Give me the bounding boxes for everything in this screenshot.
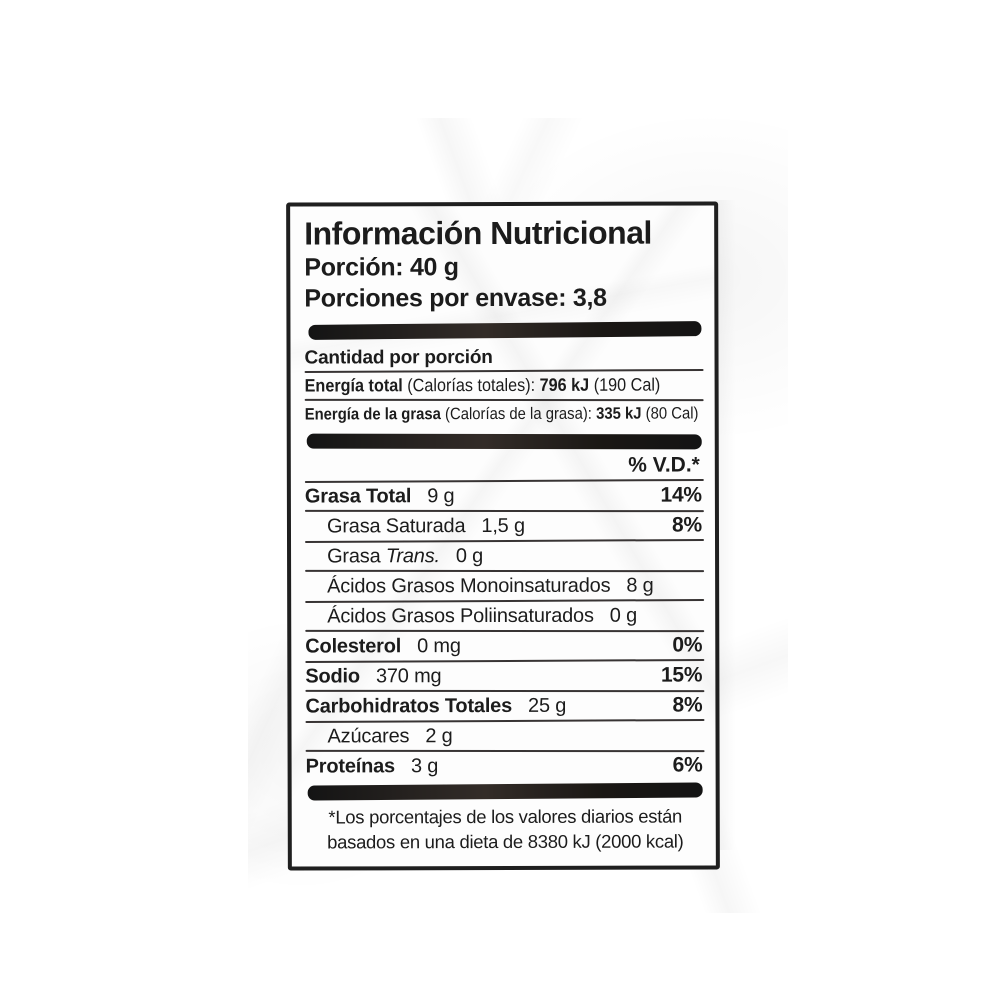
nutrient-name: Ácidos Grasos Poliinsaturados (327, 604, 594, 627)
nutrient-row: Azúcares 2 g (305, 721, 704, 750)
nutrient-row: Ácidos Grasos Monoinsaturados 8 g (305, 571, 704, 600)
nutrient-name: Proteínas (305, 754, 395, 778)
energy-total-label: Energía total (304, 375, 403, 396)
thick-divider-bar (307, 782, 703, 801)
thick-divider-bar (308, 321, 702, 340)
nutrient-value: 0 mg (417, 634, 461, 657)
daily-value-header: % V.D.* (628, 453, 700, 477)
nutrient-percent: 8% (671, 513, 703, 537)
nutrient-value: 0 g (455, 544, 484, 567)
nutrient-row: Sodio 370 mg 15% (305, 661, 704, 690)
energy-fat-cal: (80 Cal) (645, 404, 699, 423)
nutrient-value: 8 g (626, 574, 654, 597)
nutrient-name: Grasa Total (304, 484, 412, 508)
nutrient-name: Grasa Trans. (327, 544, 440, 567)
nutrient-row: Carbohidratos Totales 25 g 8% (305, 691, 704, 720)
nutrient-value: 370 mg (375, 664, 442, 687)
amount-per-serving-heading: Cantidad por porción (304, 347, 493, 369)
footnote: *Los porcentajes de los valores diarios … (306, 803, 705, 854)
nutrient-name: Ácidos Grasos Monoinsaturados (327, 574, 611, 597)
energy-total-paren: (Calorías totales): (407, 374, 536, 396)
nutrient-name: Grasa Saturada (326, 514, 466, 537)
footnote-line-2: basados en una dieta de 8380 kJ (2000 kc… (327, 830, 684, 853)
nutrient-value: 1,5 g (481, 514, 525, 537)
energy-fat-row: Energía de la grasa (Calorías de la gras… (304, 401, 699, 429)
energy-total-row: Energía total (Calorías totales): 796 kJ… (305, 372, 664, 400)
nutrient-row: Ácidos Grasos Poliinsaturados 0 g (305, 601, 704, 630)
servings-per-container: Porciones por envase: 3,8 (304, 283, 607, 313)
nutrient-row: Grasa Saturada 1,5 g 8% (305, 511, 704, 540)
energy-total-kj: 796 kJ (539, 374, 590, 395)
thick-divider-bar (306, 433, 702, 450)
separator-line (305, 749, 705, 753)
nutrient-value: 0 g (609, 604, 638, 627)
nutrient-row: Grasa Trans. 0 g (305, 541, 704, 570)
nutrient-row: Grasa Total 9 g 14% (305, 481, 704, 510)
separator-line (304, 509, 704, 513)
nutrient-percent: 15% (660, 663, 703, 687)
energy-total-cal: (190 Cal) (593, 374, 661, 395)
separator-line (305, 569, 705, 573)
nutrient-name: Carbohidratos Totales (305, 694, 513, 718)
separator-line (305, 629, 705, 633)
nutrient-value: 2 g (425, 724, 453, 747)
nutrient-percent: 8% (672, 693, 703, 717)
energy-fat-label: Energía de la grasa (304, 405, 441, 424)
nutrient-percent: 6% (672, 753, 703, 777)
energy-fat-kj: 335 kJ (596, 404, 642, 423)
label-title: Información Nutricional (304, 214, 652, 252)
trans-fat-italic: Trans. (385, 544, 440, 567)
separator-line (305, 689, 705, 693)
energy-fat-paren: (Calorías de la grasa): (444, 404, 592, 424)
nutrient-value: 9 g (427, 484, 455, 507)
nutrient-row: Colesterol 0 mg 0% (305, 631, 704, 660)
serving-size: Porción: 40 g (304, 253, 459, 282)
nutrient-percent: 0% (672, 633, 703, 657)
nutrient-value: 25 g (527, 694, 567, 717)
nutrient-percent: 14% (660, 483, 702, 507)
nutrient-name: Sodio (305, 664, 360, 688)
nutrient-name: Colesterol (305, 634, 402, 658)
footnote-line-1: *Los porcentajes de los valores diarios … (328, 805, 683, 828)
nutrition-label: Información Nutricional Porción: 40 g Po… (286, 201, 720, 871)
nutrient-value: 3 g (410, 754, 439, 777)
nutrient-name: Azúcares (327, 724, 410, 747)
nutrient-row: Proteínas 3 g 6% (306, 751, 705, 780)
